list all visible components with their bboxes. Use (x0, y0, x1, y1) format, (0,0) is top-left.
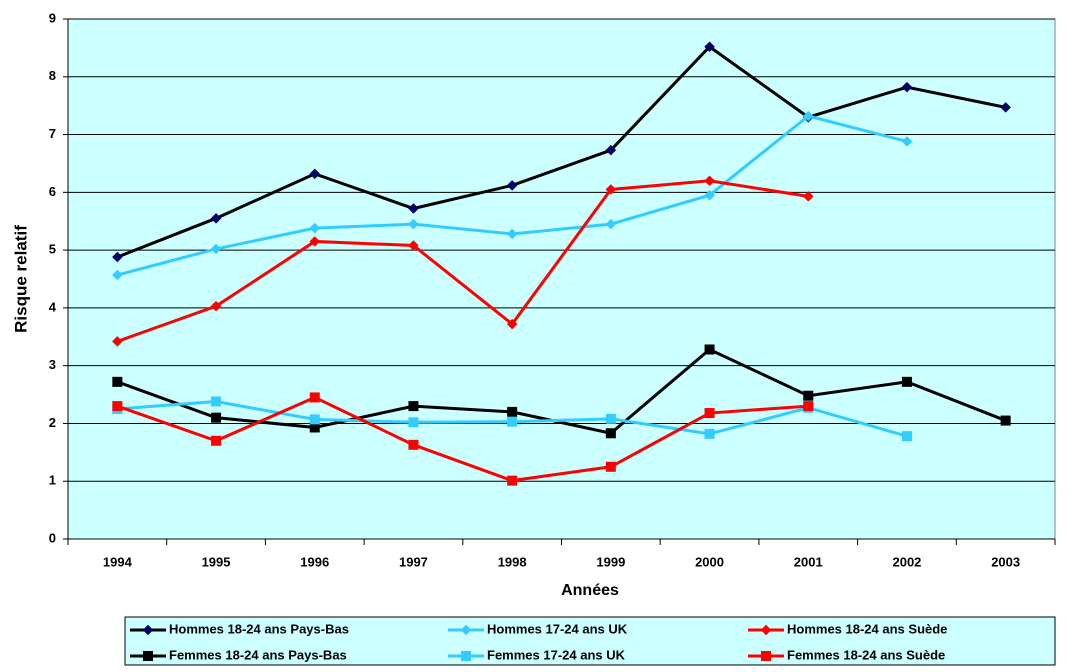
marker (605, 144, 617, 156)
marker (210, 243, 222, 255)
marker (408, 401, 419, 412)
y-tick-label: 4 (49, 299, 57, 314)
marker (605, 461, 616, 472)
x-tick-label: 2002 (892, 554, 921, 569)
marker (506, 318, 518, 330)
marker (210, 212, 222, 224)
x-tick-label: 1994 (103, 554, 133, 569)
marker (1000, 415, 1011, 426)
marker (507, 416, 518, 427)
x-axis-title: Années (561, 582, 619, 599)
marker (211, 435, 222, 446)
y-tick-label: 7 (49, 126, 56, 141)
x-tick-label: 1998 (498, 554, 527, 569)
marker (803, 401, 814, 412)
x-tick-label: 1997 (399, 554, 428, 569)
marker (901, 81, 913, 93)
marker (507, 406, 518, 417)
y-axis-title: Risque relatif (11, 225, 30, 333)
marker (408, 203, 419, 214)
marker (309, 392, 320, 403)
plot-area (67, 18, 1056, 540)
legend-label: Femmes 18-24 ans Suède (787, 647, 945, 662)
marker (901, 431, 912, 442)
marker (111, 336, 123, 347)
legend-label: Hommes 17-24 ans UK (487, 621, 628, 636)
marker (460, 624, 472, 636)
marker (506, 228, 518, 240)
legend-label: Hommes 18-24 ans Suède (787, 621, 947, 636)
marker (802, 191, 814, 202)
marker (408, 417, 419, 428)
marker (111, 269, 123, 281)
marker (704, 175, 715, 187)
marker (760, 624, 772, 636)
legend: Hommes 18-24 ans Pays-Bas Hommes 17-24 an… (124, 616, 1056, 666)
marker (112, 401, 123, 412)
marker (211, 396, 222, 407)
marker (704, 189, 715, 201)
y-tick-label: 2 (49, 415, 56, 430)
marker (704, 428, 715, 439)
marker (704, 408, 715, 419)
marker (309, 168, 321, 180)
y-tick-label: 0 (49, 530, 56, 545)
y-tick-label: 8 (49, 68, 56, 83)
legend-label: Femmes 17-24 ans UK (487, 647, 626, 662)
marker (112, 376, 123, 387)
marker (461, 651, 471, 661)
marker (408, 240, 419, 251)
marker (605, 218, 617, 230)
y-tick-label: 1 (49, 473, 56, 488)
legend-box (124, 616, 1056, 666)
legend-label: Hommes 18-24 ans Pays-Bas (169, 621, 349, 636)
series-line (116, 347, 1007, 435)
marker (143, 651, 153, 661)
marker (408, 439, 419, 450)
series-line (116, 395, 809, 483)
marker (408, 218, 419, 230)
y-tick-label: 3 (49, 357, 56, 372)
marker (309, 422, 320, 433)
marker (761, 651, 771, 661)
marker (210, 300, 222, 312)
marker (309, 236, 321, 247)
marker (142, 624, 154, 636)
marker (605, 428, 616, 439)
marker (704, 344, 715, 355)
x-tick-label: 2000 (695, 554, 724, 569)
legend-label: Femmes 18-24 ans Pays-Bas (169, 647, 347, 662)
marker (1000, 102, 1012, 113)
marker (507, 475, 518, 486)
marker (802, 110, 814, 122)
marker (901, 136, 913, 147)
marker (803, 390, 814, 401)
marker (506, 180, 518, 191)
y-tick-label: 9 (49, 10, 56, 25)
x-tick-label: 1996 (300, 554, 329, 569)
x-tick-label: 1995 (202, 554, 231, 569)
marker (605, 413, 616, 424)
marker (309, 414, 320, 425)
x-tick-label: 1999 (596, 554, 625, 569)
marker (704, 41, 715, 53)
y-tick-label: 6 (49, 184, 56, 199)
marker (211, 412, 222, 423)
marker (901, 376, 912, 387)
x-tick-label: 2003 (991, 554, 1020, 569)
marker (605, 184, 617, 195)
series-line (116, 179, 809, 343)
marker (111, 251, 123, 263)
x-tick-label: 2001 (794, 554, 823, 569)
series-line (116, 44, 1006, 259)
y-tick-label: 5 (49, 242, 56, 257)
marker (309, 222, 321, 234)
